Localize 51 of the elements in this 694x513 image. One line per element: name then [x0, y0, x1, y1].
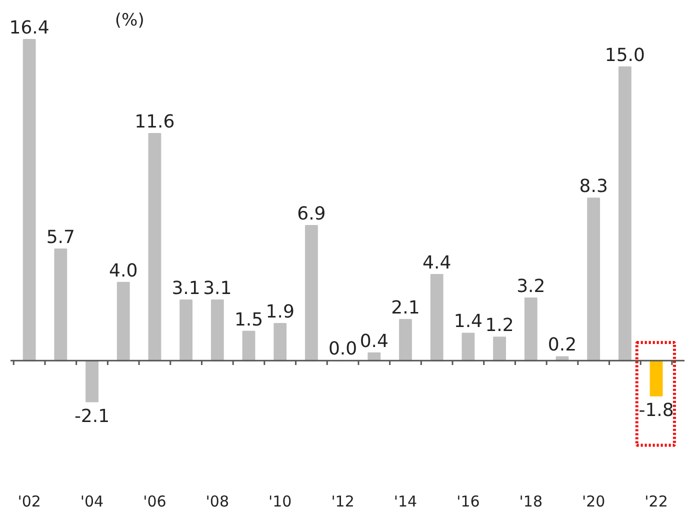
bar [430, 274, 444, 362]
data-label: 3.2 [516, 276, 546, 297]
data-label: 0.2 [548, 334, 577, 356]
x-tick-label: '08 [206, 492, 230, 510]
x-tick-label: '12 [331, 492, 354, 510]
x-tick-label: '10 [268, 492, 292, 510]
bar [148, 132, 162, 362]
bar [587, 198, 600, 362]
bar [524, 297, 538, 362]
bar [462, 332, 475, 362]
data-label: 3.1 [203, 278, 232, 299]
data-label: 6.9 [297, 204, 326, 225]
x-tick-label: '14 [394, 492, 418, 510]
bar [242, 330, 256, 362]
data-label: 1.4 [454, 311, 483, 332]
bar [493, 336, 506, 362]
x-tick-label: '02 [18, 492, 41, 510]
x-tick-label: '06 [143, 492, 166, 510]
data-label: 8.3 [579, 176, 608, 198]
data-label: 1.9 [266, 301, 294, 322]
bar [650, 360, 663, 396]
data-label: -2.1 [74, 406, 110, 427]
data-label: 3.1 [172, 278, 200, 299]
data-label: 1.5 [234, 309, 264, 330]
data-label: 1.2 [485, 315, 514, 336]
bar [210, 299, 224, 362]
data-label: 16.4 [9, 17, 50, 38]
x-tick-label: '22 [644, 492, 668, 510]
data-label: 15.0 [604, 44, 645, 66]
data-label: 0.0 [328, 338, 358, 360]
bar [86, 360, 98, 402]
data-label: 11.6 [134, 111, 175, 132]
data-label: 4.0 [109, 260, 138, 282]
data-label: 4.4 [422, 252, 452, 274]
data-label: 5.7 [46, 227, 75, 248]
data-label: 0.4 [360, 330, 388, 352]
bar [274, 322, 287, 362]
y-axis-title: (%) [114, 10, 144, 30]
bar [22, 38, 36, 362]
data-label: 2.1 [391, 298, 420, 319]
x-tick-label: '18 [519, 492, 543, 510]
bar [618, 66, 632, 362]
bar [399, 319, 412, 362]
data-label: -1.8 [638, 400, 674, 421]
bar [180, 299, 193, 362]
x-tick-label: '04 [80, 492, 104, 510]
bar [304, 225, 318, 362]
x-tick-label: '16 [456, 492, 480, 510]
bar [116, 282, 130, 362]
bar [54, 248, 68, 362]
x-tick-label: '20 [582, 492, 606, 510]
